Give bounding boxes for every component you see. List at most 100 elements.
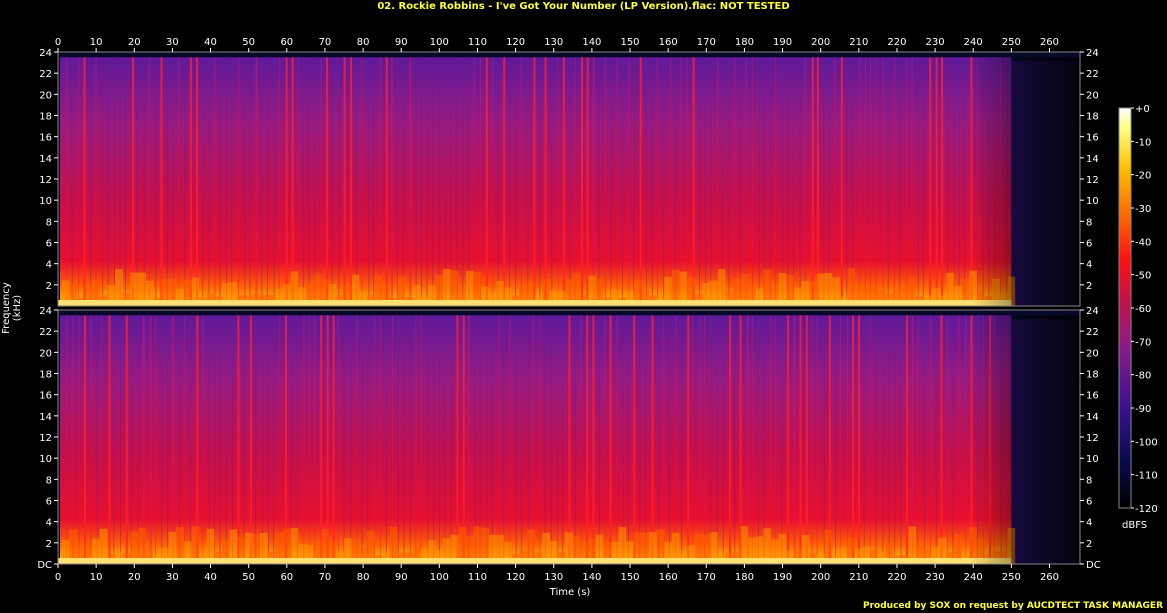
energy-block [336, 550, 345, 564]
transient-line [770, 315, 772, 564]
transient-line [900, 315, 902, 564]
energy-block [305, 284, 314, 306]
transient-line [852, 315, 855, 564]
energy-block [916, 544, 924, 564]
energy-block [793, 548, 802, 564]
transient-line [687, 315, 690, 564]
energy-block [92, 538, 100, 564]
energy-block [115, 269, 123, 306]
transient-line [746, 315, 749, 564]
transient-line [262, 315, 264, 564]
transient-line [309, 315, 311, 564]
transient-line [894, 315, 896, 564]
energy-block [214, 551, 222, 564]
transient-line [515, 315, 517, 564]
energy-block [923, 548, 932, 564]
transient-line [568, 315, 571, 564]
transient-line [213, 315, 215, 564]
energy-block [488, 292, 497, 306]
transient-line [604, 315, 606, 564]
transient-line [237, 315, 240, 564]
transient-line [527, 315, 529, 564]
transient-line [396, 57, 398, 306]
energy-block [252, 534, 261, 564]
transient-line [828, 315, 831, 564]
transient-line [136, 57, 138, 306]
energy-block [519, 550, 528, 564]
y-tick-label-right: DC [1086, 560, 1101, 571]
energy-block [496, 280, 505, 306]
transient-line [834, 57, 836, 306]
dc-band [58, 300, 1012, 306]
energy-block [435, 275, 444, 306]
x-tick-label-bottom: 250 [1002, 572, 1021, 583]
transient-line [840, 57, 843, 306]
y-tick-label-right: 14 [1086, 154, 1099, 165]
energy-block [344, 538, 352, 564]
energy-block [275, 288, 283, 306]
transient-line [911, 57, 913, 306]
transient-line [657, 57, 659, 306]
transient-line [196, 57, 199, 306]
transient-line [924, 315, 926, 564]
x-tick-label-top: 220 [887, 37, 906, 48]
transient-line [581, 57, 584, 306]
transient-line [574, 315, 576, 564]
energy-block [191, 277, 200, 306]
transient-line [692, 57, 695, 306]
colorbar-tick-label: +0 [1135, 104, 1150, 115]
transient-line [787, 315, 790, 564]
transient-line [219, 57, 221, 306]
y-tick-label-right: 2 [1086, 281, 1092, 292]
energy-block [122, 292, 131, 306]
energy-block [61, 280, 70, 306]
energy-block [626, 541, 634, 564]
energy-block [145, 280, 154, 306]
energy-block [328, 284, 337, 306]
transient-line [705, 57, 707, 306]
energy-block [710, 280, 718, 306]
energy-block [816, 273, 825, 306]
x-axis-label: Time (s) [549, 587, 591, 598]
transient-line [544, 57, 547, 306]
transient-line [266, 57, 268, 306]
transient-line [238, 57, 240, 306]
energy-block [298, 543, 306, 564]
transient-line [350, 315, 352, 564]
energy-block [412, 284, 421, 306]
x-tick-label-top: 70 [319, 37, 332, 48]
transient-line [763, 57, 765, 306]
transient-line [125, 57, 127, 306]
y-tick-label-left: 22 [39, 69, 52, 80]
energy-block [374, 275, 383, 306]
energy-block [99, 528, 108, 564]
transient-line [734, 57, 736, 306]
transient-line [225, 315, 227, 564]
energy-block [542, 279, 550, 306]
energy-block [313, 274, 322, 306]
y-tick-label-left: 18 [39, 370, 52, 381]
energy-block [786, 275, 794, 306]
transient-line [337, 315, 339, 564]
energy-block [595, 278, 604, 306]
transient-line [745, 57, 747, 306]
x-tick-label-bottom: 190 [773, 572, 792, 583]
transient-line [178, 315, 180, 564]
transient-line [137, 315, 139, 564]
energy-block [443, 269, 451, 306]
x-tick-label-bottom: 120 [506, 572, 525, 583]
transient-line [391, 57, 394, 306]
transient-line [83, 315, 86, 564]
transient-line [935, 315, 937, 564]
transient-line [66, 57, 68, 306]
energy-block [618, 526, 627, 564]
transient-line [627, 315, 629, 564]
energy-block [450, 270, 459, 306]
transient-line [101, 315, 103, 564]
transient-line [444, 315, 446, 564]
transient-line [343, 57, 346, 306]
x-tick-label-bottom: 20 [128, 572, 141, 583]
energy-block [107, 285, 116, 306]
x-tick-label-top: 110 [468, 37, 487, 48]
transient-line [208, 315, 210, 564]
